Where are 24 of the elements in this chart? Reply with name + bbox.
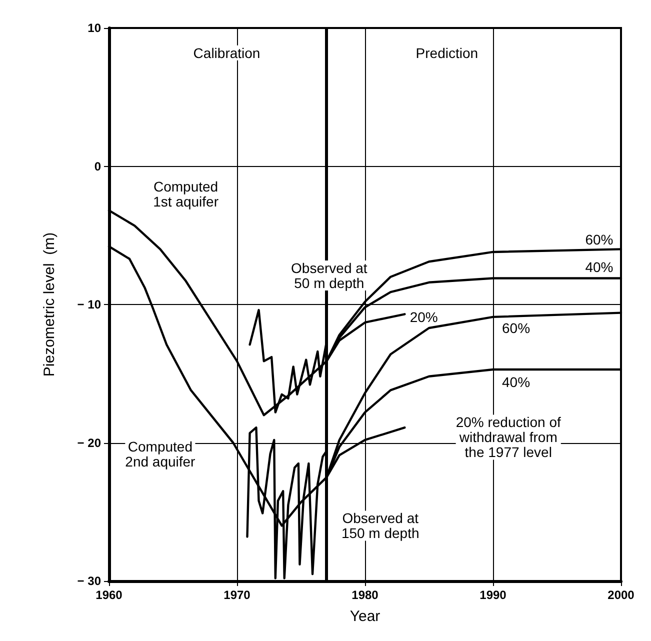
y-tick-label: − 30 [77,574,102,588]
y-tick-label: 0 [94,159,102,174]
annotation: Calibration [193,44,260,61]
annotation: Observed at 50 m depth [291,260,368,291]
x-axis-title: Year [350,608,380,625]
annotation: 20% reduction of withdrawal from the 1977 level [456,414,561,460]
annotation: Observed at 150 m depth [341,510,420,542]
annotation: Computed 2nd aquifer [125,438,196,470]
y-axis-title: Piezometric level (m) [41,232,58,377]
x-tick-label: 1960 [96,588,123,602]
annotation: 60% [585,232,614,248]
y-tick-label: 10 [88,21,102,35]
y-tick-label: − 20 [77,436,102,450]
annotation: Computed 1st aquifer [153,178,219,210]
annotation: 20% [410,308,438,325]
x-tick-label: 1990 [480,588,507,602]
annotation: 60% [502,320,530,336]
y-tick-label: − 10 [77,298,102,312]
annotation: 40% [585,259,614,276]
annotation: 40% [502,374,530,390]
x-tick-label: 1980 [352,588,379,602]
x-tick-label: 1970 [224,588,251,602]
annotation: Prediction [416,44,478,61]
x-tick-label: 2000 [608,588,635,602]
